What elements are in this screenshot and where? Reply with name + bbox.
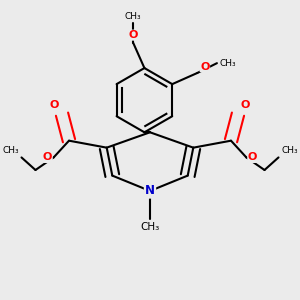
- Text: O: O: [43, 152, 52, 162]
- Text: O: O: [200, 61, 209, 71]
- Text: O: O: [50, 100, 59, 110]
- Text: O: O: [129, 30, 138, 40]
- Text: O: O: [248, 152, 257, 162]
- Text: CH₃: CH₃: [220, 59, 236, 68]
- Text: CH₃: CH₃: [140, 222, 160, 232]
- Text: N: N: [145, 184, 155, 197]
- Text: CH₃: CH₃: [2, 146, 19, 154]
- Text: CH₃: CH₃: [281, 146, 298, 154]
- Text: CH₃: CH₃: [125, 12, 142, 21]
- Text: O: O: [241, 100, 250, 110]
